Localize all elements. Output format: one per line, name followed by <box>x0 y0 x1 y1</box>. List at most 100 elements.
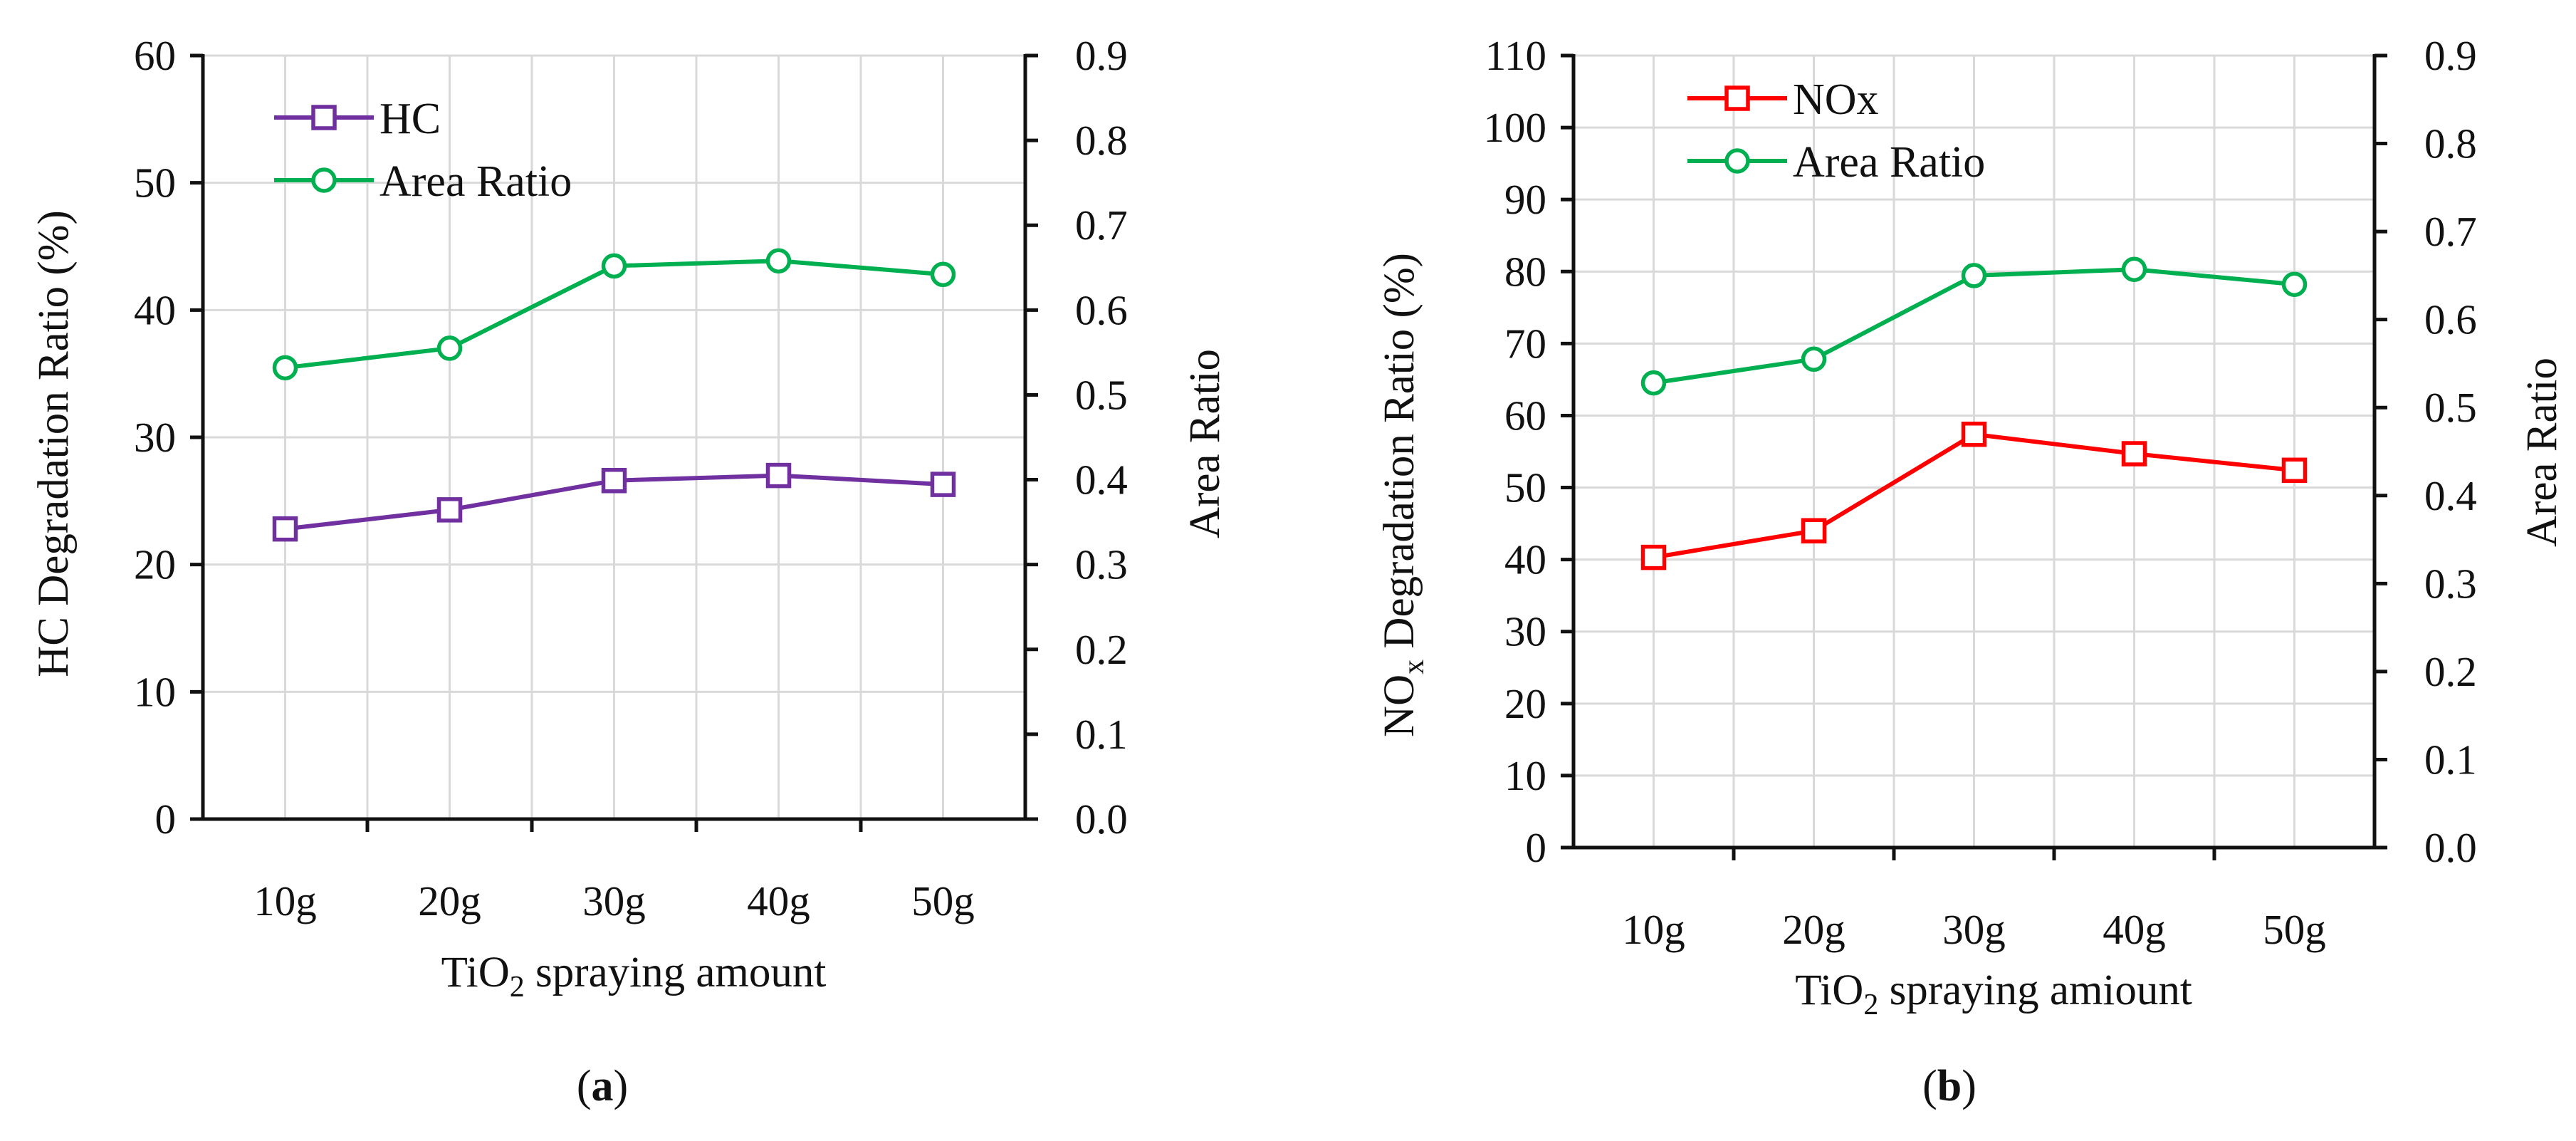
y2-tick-label: 0.7 <box>2424 208 2477 255</box>
x-tick-label: 50g <box>2263 906 2326 953</box>
legend: NOx Area Ratio <box>1687 75 1985 187</box>
y2-tick-label: 0.1 <box>2424 736 2477 783</box>
legend-label: Area Ratio <box>379 157 572 206</box>
data-point-circle <box>436 335 463 361</box>
x-tick-label: 40g <box>2103 906 2166 953</box>
panel-label-b: (b) <box>1922 1062 1976 1110</box>
x-tick-label: 40g <box>747 877 810 924</box>
data-point-circle <box>765 248 792 273</box>
y-axis-label: HC Degradation Ratio (%) <box>30 210 78 677</box>
data-point-square <box>1640 544 1667 570</box>
y-tick-label: 70 <box>1504 320 1546 367</box>
data-point-square <box>1801 518 1827 543</box>
y2-tick-label: 0.3 <box>2424 560 2477 607</box>
x-tick-label: 10g <box>1622 906 1685 953</box>
legend-marker-circle <box>311 167 337 193</box>
x-tick-label: 20g <box>1782 906 1845 953</box>
x-tick-label: 50g <box>911 877 975 924</box>
y2-tick-label: 0.1 <box>1075 711 1128 758</box>
y-tick-label: 10 <box>1504 752 1546 799</box>
x-axis-label: TiO2 spraying amount <box>441 949 827 1004</box>
y2-tick-label: 0.8 <box>2424 120 2477 167</box>
gridlines <box>1574 54 2375 848</box>
y-tick-label: 50 <box>134 160 176 207</box>
y2-tick-label: 0.5 <box>2424 384 2477 431</box>
series-group <box>1640 256 2308 570</box>
legend-label: NOx <box>1793 75 1879 124</box>
y-tick-label: 20 <box>134 541 176 588</box>
data-point-square <box>930 471 956 497</box>
x-axis-ticks: 10g 20g 30g 40g 50g <box>1622 848 2326 953</box>
right-axis-ticks: 0.0 0.1 0.2 0.3 0.4 0.5 0.6 0.7 0.8 0.9 <box>2375 32 2477 871</box>
legend: HC Area Ratio <box>274 95 572 206</box>
axes <box>1571 54 2377 850</box>
legend-label: HC <box>379 95 441 143</box>
x-tick-label: 30g <box>1942 906 2006 953</box>
data-point-circle <box>2281 271 2308 297</box>
y2-axis-label: Area Ratio <box>2518 358 2566 547</box>
y2-tick-label: 0.6 <box>1075 286 1128 333</box>
y2-tick-label: 0.0 <box>1075 796 1128 843</box>
data-point-square <box>2121 441 2147 467</box>
legend-marker-square <box>1724 85 1750 111</box>
data-point-square <box>1961 421 1987 447</box>
y2-axis-label: Area Ratio <box>1181 349 1229 538</box>
data-point-square <box>2281 457 2308 484</box>
left-axis-ticks: 0 10 20 30 40 50 60 70 80 90 100 110 <box>1484 32 1574 871</box>
x-axis-label: TiO2 spraying amiount <box>1795 967 2192 1021</box>
data-point-square <box>601 467 627 494</box>
y-tick-label: 100 <box>1484 104 1547 151</box>
x-tick-label: 20g <box>418 877 481 924</box>
series-group <box>272 248 956 542</box>
y2-tick-label: 0.2 <box>1075 626 1128 673</box>
y2-tick-label: 0.4 <box>2424 472 2477 519</box>
y-tick-label: 10 <box>134 668 176 715</box>
x-tick-label: 10g <box>253 877 317 924</box>
data-point-square <box>765 462 792 489</box>
data-point-circle <box>930 261 956 288</box>
y-tick-label: 0 <box>1526 824 1547 871</box>
y-tick-label: 60 <box>1504 392 1546 439</box>
data-point-circle <box>601 253 627 279</box>
y2-tick-label: 0.5 <box>1075 371 1128 418</box>
y2-tick-label: 0.8 <box>1075 117 1128 164</box>
left-axis-ticks: 0 10 20 30 40 50 60 <box>134 32 203 843</box>
legend-marker-circle <box>1724 148 1750 174</box>
y-tick-label: 50 <box>1504 464 1546 511</box>
y2-tick-label: 0.6 <box>2424 296 2477 343</box>
y-tick-label: 40 <box>1504 536 1546 583</box>
gridlines <box>203 54 1025 819</box>
y-tick-label: 60 <box>134 32 176 79</box>
y2-tick-label: 0.0 <box>2424 824 2477 871</box>
y-tick-label: 110 <box>1485 32 1546 79</box>
y2-tick-label: 0.4 <box>1075 457 1128 504</box>
data-point-circle <box>1961 263 1987 288</box>
y2-tick-label: 0.7 <box>1075 202 1128 249</box>
y2-tick-label: 0.9 <box>2424 32 2477 79</box>
panel-label-a: (a) <box>577 1062 628 1110</box>
x-axis-ticks: 10g 20g 30g 40g 50g <box>253 819 975 924</box>
legend-marker-square <box>311 105 337 130</box>
data-point-circle <box>2121 256 2147 282</box>
data-point-square <box>272 516 298 542</box>
y-tick-label: 30 <box>1504 608 1546 655</box>
data-point-circle <box>1801 346 1827 372</box>
y-tick-label: 80 <box>1504 248 1546 295</box>
data-point-square <box>436 497 463 523</box>
y-tick-label: 30 <box>134 414 176 461</box>
y-tick-label: 40 <box>134 286 176 333</box>
y2-tick-label: 0.2 <box>2424 648 2477 695</box>
y-tick-label: 20 <box>1504 680 1546 727</box>
y2-tick-label: 0.9 <box>1075 32 1128 79</box>
y-axis-label: NOx Degradation Ratio (%) <box>1376 253 1430 737</box>
y2-tick-label: 0.3 <box>1075 541 1128 588</box>
right-axis-ticks: 0.0 0.1 0.2 0.3 0.4 0.5 0.6 0.7 0.8 0.9 <box>1025 32 1128 843</box>
y-tick-label: 90 <box>1504 176 1546 223</box>
legend-label: Area Ratio <box>1793 138 1985 187</box>
x-tick-label: 30g <box>582 877 646 924</box>
data-point-circle <box>272 355 298 381</box>
